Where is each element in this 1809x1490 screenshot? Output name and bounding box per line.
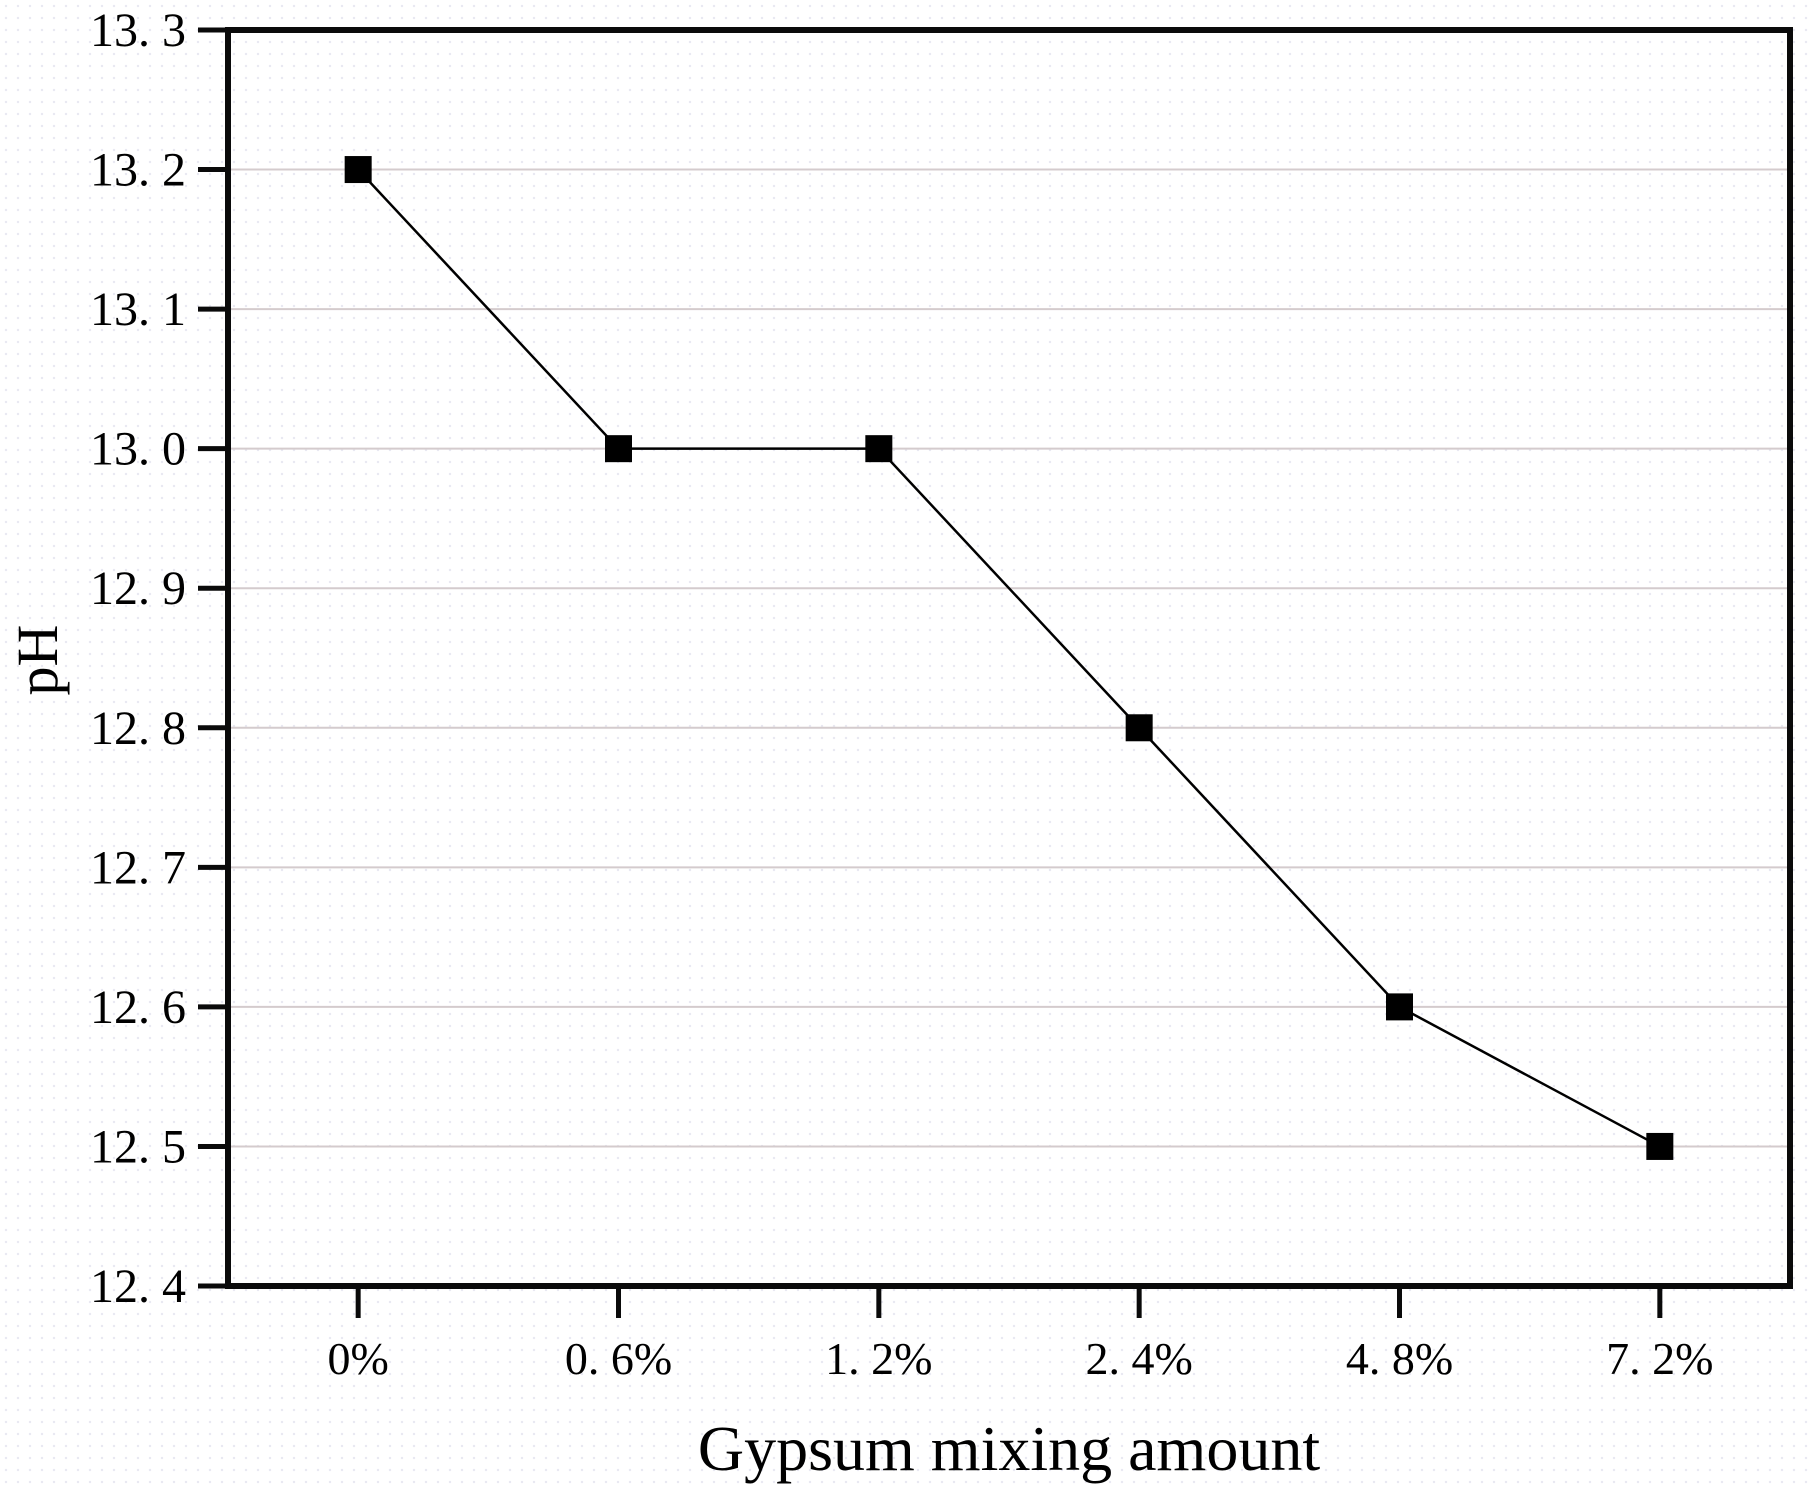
data-point-marker <box>865 435 893 463</box>
x-tick-label: 1. 2% <box>825 1333 932 1384</box>
data-line <box>357 168 1661 1148</box>
y-tick-label: 12. 7 <box>90 841 186 894</box>
y-tick-label: 12. 6 <box>90 981 186 1034</box>
x-tick-label: 4. 8% <box>1346 1333 1453 1384</box>
data-point-marker <box>1125 714 1153 742</box>
y-tick-label: 13. 3 <box>90 4 186 57</box>
y-tick-label: 12. 4 <box>90 1260 186 1313</box>
y-tick-label: 13. 1 <box>90 283 186 336</box>
x-tick-label: 2. 4% <box>1086 1333 1193 1384</box>
y-tick-label: 13. 0 <box>90 423 186 476</box>
data-point-marker <box>1386 993 1413 1021</box>
data-point-marker <box>1646 1132 1674 1160</box>
data-point-marker <box>344 156 372 184</box>
y-tick-label: 13. 2 <box>90 144 186 197</box>
data-point-marker <box>605 435 632 463</box>
x-tick-label: 0% <box>328 1333 389 1384</box>
x-axis-title: Gypsum mixing amount <box>697 1413 1321 1484</box>
y-tick-label: 12. 8 <box>90 702 186 755</box>
y-tick-label: 12. 5 <box>90 1120 186 1173</box>
x-tick-label: 7. 2% <box>1606 1333 1713 1384</box>
y-axis-title: pH <box>5 624 70 696</box>
y-tick-label: 12. 9 <box>90 562 186 615</box>
plot-frame <box>225 27 1793 1289</box>
x-tick-label: 0. 6% <box>565 1333 672 1384</box>
